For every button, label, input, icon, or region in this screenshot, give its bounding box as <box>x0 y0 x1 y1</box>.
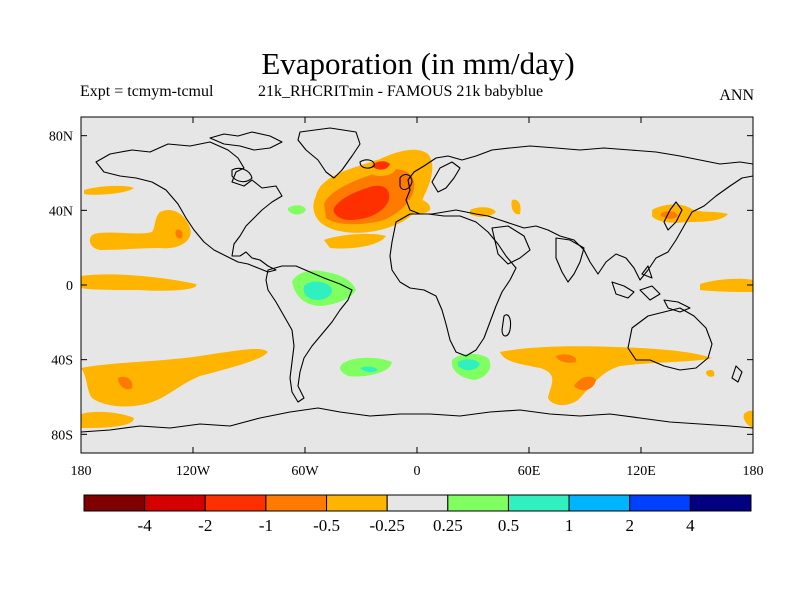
coastline-greenland <box>297 127 361 179</box>
contour-darkorange-south-pacific <box>118 376 133 390</box>
contour-orange-europe <box>408 198 431 214</box>
contour-orange-australia-e <box>706 369 715 377</box>
colorbar-swatch <box>568 494 631 512</box>
colorbar-label: -0.5 <box>313 516 340 535</box>
contour-teal-amazon <box>303 281 333 300</box>
colorbar-swatch <box>447 494 509 512</box>
coastline-iceland <box>359 159 375 169</box>
coastline-new-zealand <box>731 365 743 383</box>
coastline-india <box>555 237 585 283</box>
coastline-madagascar <box>501 314 512 337</box>
colorbar-label: 4 <box>686 516 695 535</box>
coastline-antarctica <box>81 407 753 433</box>
contour-orange-azores <box>324 233 386 249</box>
contour-teal-south-atlantic <box>360 366 378 373</box>
colorbar-swatch <box>326 494 388 512</box>
colorbar <box>83 494 752 512</box>
contour-darkorange-southern-ocean <box>574 376 596 391</box>
colorbar-swatch <box>689 494 752 512</box>
coastline-scandinavia <box>431 161 461 193</box>
lon-tick-label: 60W <box>291 464 319 479</box>
lat-tick-label: 40S <box>51 354 73 369</box>
lat-tick-label: 80S <box>51 428 73 443</box>
lat-tick-label: 40N <box>49 204 73 219</box>
coastline-australia <box>627 307 713 371</box>
contour-orange-southern-ocean-w <box>81 411 134 428</box>
contour-orange-southern-ocean-indian <box>500 346 712 406</box>
map-title: Evaporation (in mm/day) <box>261 46 575 81</box>
coastline-arctic-islands <box>209 131 283 151</box>
axis-labels: 180 120W 60W 0 60E 120E 180 80N 40N 0 40S 80S <box>49 130 764 479</box>
lat-tick-label: 80N <box>49 130 73 145</box>
lon-tick-label: 0 <box>414 464 421 479</box>
axis-ticks <box>80 117 754 453</box>
coastline-british-isles <box>399 173 413 191</box>
coastline-eurasia <box>405 145 753 281</box>
run-label: 21k_RHCRITmin - FAMOUS 21k babyblue <box>258 83 544 100</box>
colorbar-swatch <box>144 494 206 512</box>
colorbar-label: -2 <box>198 516 212 535</box>
contour-teal-south-africa <box>458 359 480 371</box>
coastline-hudson-bay <box>231 167 253 183</box>
season-label: ANN <box>719 87 754 104</box>
contour-darkorange-indian <box>556 354 577 363</box>
lon-tick-label: 180 <box>743 464 764 479</box>
colorbar-label: -4 <box>138 516 153 535</box>
colorbar-label: -1 <box>259 516 273 535</box>
lon-tick-label: 180 <box>71 464 92 479</box>
contour-darkorange-japan <box>660 211 678 219</box>
colorbar-label: 0.25 <box>433 516 463 535</box>
coastline-arabia <box>491 225 531 265</box>
colorbar-swatch <box>204 494 267 512</box>
colorbar-swatch <box>507 494 570 512</box>
coastline-south-america <box>265 265 353 403</box>
contour-darkorange-north-pacific <box>175 229 183 239</box>
contour-orange-tropical-pacific <box>81 274 197 291</box>
contour-orange-southern-ocean-e <box>743 410 753 428</box>
lon-tick-label: 120W <box>176 464 211 479</box>
colorbar-label: 1 <box>565 516 574 535</box>
lon-tick-label: 120E <box>626 464 656 479</box>
colorbar-swatch <box>83 494 146 512</box>
contour-red-north-atlantic <box>333 185 390 220</box>
contour-orange-black-sea <box>511 199 521 215</box>
lon-tick-label: 60E <box>518 464 541 479</box>
contour-red-greenland-sea <box>372 161 390 170</box>
contour-orange-south-pacific <box>81 349 268 407</box>
contour-orange-north-pacific <box>89 209 191 250</box>
colorbar-label: 0.5 <box>498 516 519 535</box>
coastlines <box>81 127 753 433</box>
experiment-label: Expt = tcmym-tcmul <box>80 83 214 100</box>
contour-green-north-atlantic <box>288 205 306 215</box>
coastline-southeast-asia-islands <box>611 265 691 313</box>
contour-orange-alaska <box>84 185 134 195</box>
contour-orange-west-pacific <box>700 278 753 292</box>
colorbar-label: -0.25 <box>369 516 404 535</box>
colorbar-swatch <box>629 494 691 512</box>
contour-fills <box>81 149 753 428</box>
lat-tick-label: 0 <box>66 279 73 294</box>
coastline-japan <box>663 201 683 231</box>
colorbar-swatch <box>386 494 449 512</box>
coastline-africa <box>389 213 517 357</box>
colorbar-label: 2 <box>625 516 634 535</box>
colorbar-swatch <box>265 494 328 512</box>
colorbar-labels: -4 -2 -1 -0.5 -0.25 0.25 0.5 1 2 4 <box>138 516 696 535</box>
coastline-north-america <box>95 141 283 273</box>
